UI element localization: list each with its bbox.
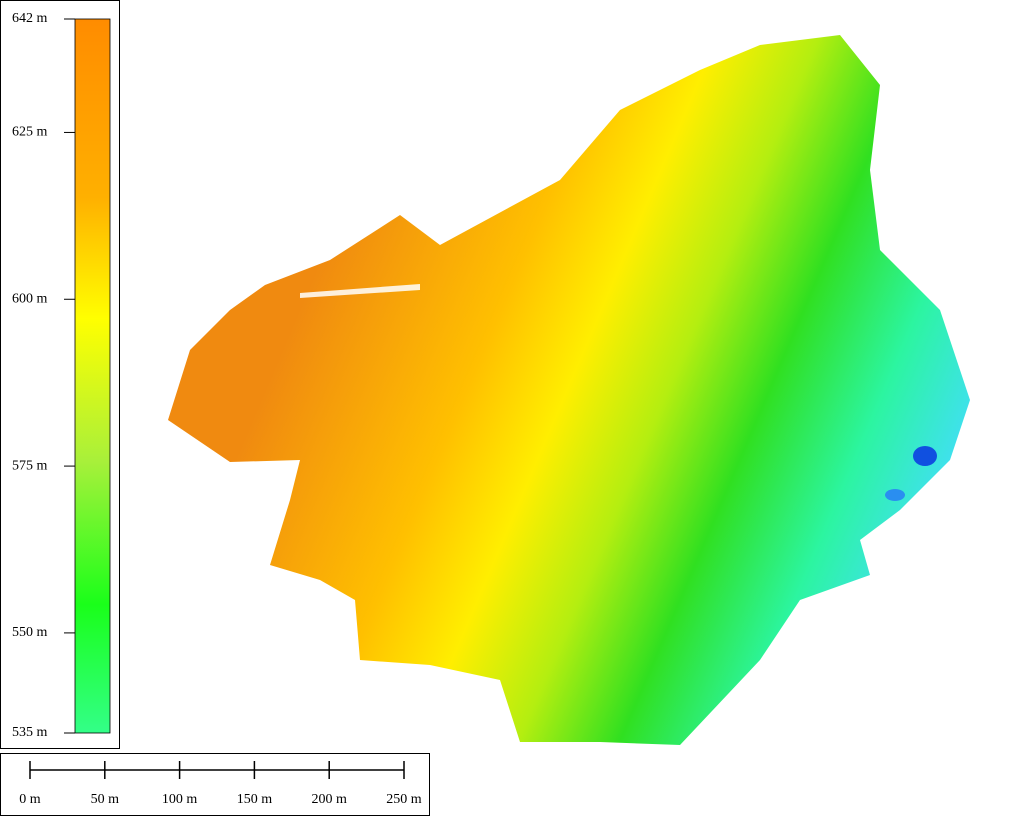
colorbar-label: 642 m (12, 11, 48, 26)
colorbar-label: 575 m (12, 458, 48, 473)
scale-label: 0 m (19, 792, 41, 807)
colorbar-label: 600 m (12, 291, 48, 306)
water (885, 489, 905, 501)
colorbar-label: 625 m (12, 125, 48, 140)
scale-label: 50 m (91, 792, 120, 807)
scale-label: 250 m (386, 792, 422, 807)
terrain (168, 35, 970, 745)
water (913, 446, 937, 466)
scale-label: 200 m (312, 792, 348, 807)
scale-frame (0, 753, 430, 816)
annotations: 642 m 625 m 600 m 575 m 550 m 535 m 0 m 50 m 100… (12, 11, 422, 807)
point-cloud (168, 35, 970, 745)
colorbar-label: 550 m (12, 625, 48, 640)
colorbar-label: 535 m (12, 725, 48, 740)
colorbar (74, 18, 111, 734)
gap (300, 284, 420, 298)
scale-label: 100 m (162, 792, 198, 807)
scale-label: 150 m (237, 792, 273, 807)
